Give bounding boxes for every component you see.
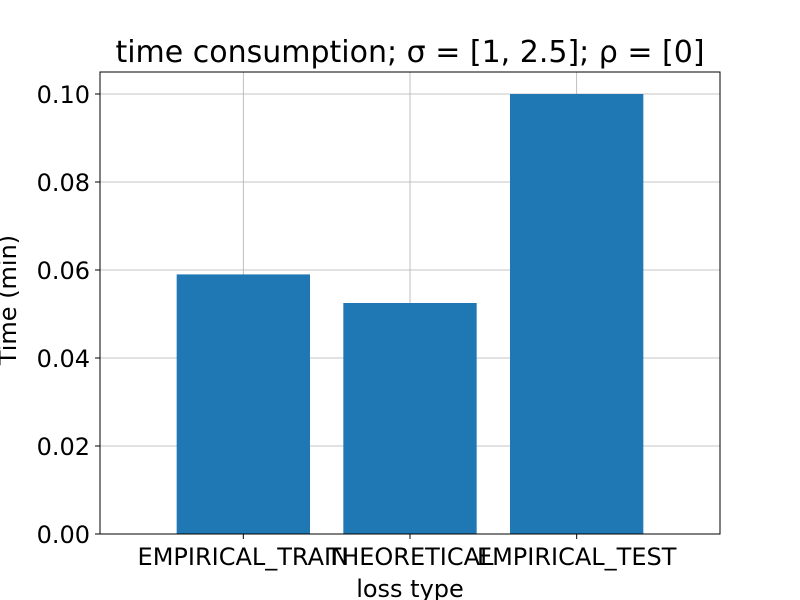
x-tick-label: EMPIRICAL_TEST	[477, 543, 677, 571]
bar-theoretical	[343, 303, 477, 534]
x-tick-label: EMPIRICAL_TRAIN	[138, 543, 350, 571]
y-tick-label: 0.08	[37, 169, 90, 197]
y-tick-label: 0.04	[37, 345, 90, 373]
x-tick-label: THEORETICAL	[326, 543, 495, 571]
y-tick-label: 0.06	[37, 257, 90, 285]
y-axis-label: Time (min)	[0, 235, 22, 366]
y-tick-label: 0.02	[37, 433, 90, 461]
y-tick-label: 0.00	[37, 521, 90, 549]
bar-empirical-train	[176, 274, 310, 534]
x-axis-label: loss type	[356, 575, 464, 600]
y-tick-label: 0.10	[37, 81, 90, 109]
y-axis-ticks: 0.00 0.02 0.04 0.06 0.08 0.10	[37, 81, 100, 549]
chart-title: time consumption; σ = [1, 2.5]; ρ = [0]	[115, 35, 704, 70]
bars	[176, 94, 644, 534]
bar-empirical-test	[510, 94, 644, 534]
